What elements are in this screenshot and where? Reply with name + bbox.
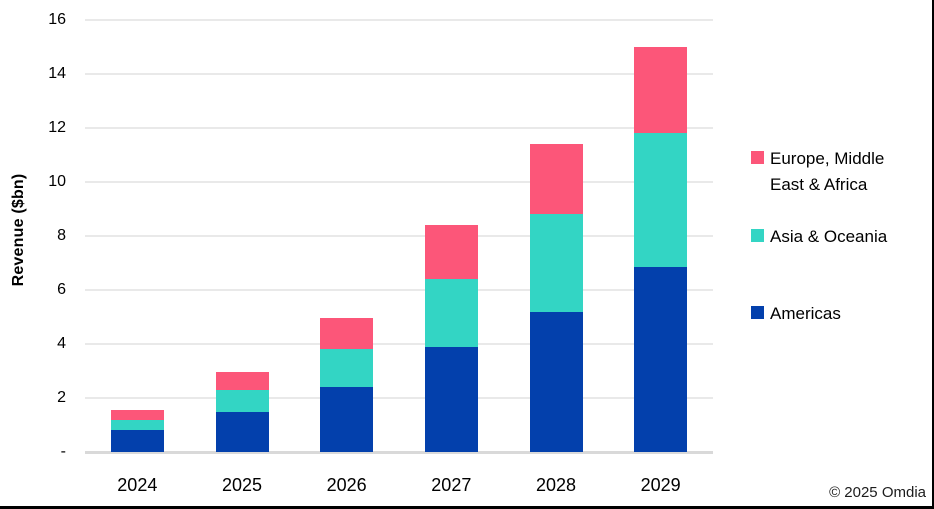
plot-area — [85, 19, 713, 454]
gridline — [85, 397, 713, 399]
bar-segment-asia-oceania-2024 — [110, 419, 164, 431]
bar-segment-americas-2027 — [424, 346, 478, 452]
legend-label: Americas — [770, 304, 841, 323]
y-axis-tick-label: - — [60, 443, 66, 460]
bar-segment-europe-middle-east-africa-2028 — [529, 144, 583, 215]
bar-segment-americas-2029 — [634, 267, 688, 452]
bar-segment-americas-2026 — [320, 387, 374, 452]
y-axis-tick-label: 14 — [48, 65, 66, 82]
legend-item: Europe, Middle East & Africa — [751, 146, 900, 198]
bar-segment-americas-2025 — [215, 411, 269, 452]
legend-label: Asia & Oceania — [770, 227, 888, 246]
gridline — [85, 127, 713, 129]
bar-segment-asia-oceania-2027 — [424, 279, 478, 347]
x-axis-tick-label: 2026 — [326, 475, 367, 495]
y-axis-tick-label: 16 — [48, 11, 66, 28]
gridline — [85, 181, 713, 183]
legend-swatch-icon — [751, 306, 764, 319]
y-axis-tick-label: 8 — [57, 227, 66, 244]
gridline — [85, 289, 713, 291]
gridline — [85, 73, 713, 75]
x-axis-tick-label: 2025 — [221, 475, 262, 495]
bar-segment-europe-middle-east-africa-2025 — [215, 372, 269, 390]
x-axis-tick-label: 2024 — [117, 475, 158, 495]
bar-segment-asia-oceania-2029 — [634, 133, 688, 268]
y-axis-tick-label: 6 — [57, 281, 66, 298]
bar-segment-americas-2024 — [110, 430, 164, 452]
x-axis-tick-label: 2029 — [640, 475, 681, 495]
bar-segment-europe-middle-east-africa-2024 — [110, 410, 164, 420]
legend-item: Americas — [751, 301, 841, 327]
y-axis-tick-label: 2 — [57, 389, 66, 406]
bar-segment-asia-oceania-2028 — [529, 214, 583, 312]
y-axis-tick-label: 4 — [57, 335, 66, 352]
gridline — [85, 235, 713, 237]
bar-segment-europe-middle-east-africa-2026 — [320, 318, 374, 350]
x-axis-tick-label: 2028 — [535, 475, 576, 495]
legend-swatch-icon — [751, 229, 764, 242]
bar-segment-asia-oceania-2025 — [215, 389, 269, 412]
bar-segment-europe-middle-east-africa-2029 — [634, 47, 688, 134]
x-axis-baseline — [85, 451, 713, 454]
bar-segment-americas-2028 — [529, 311, 583, 452]
y-axis-tick-label: 10 — [48, 173, 66, 190]
legend-swatch-icon — [751, 151, 764, 164]
bar-segment-europe-middle-east-africa-2027 — [424, 225, 478, 280]
gridline — [85, 19, 713, 21]
legend-label: Europe, Middle East & Africa — [770, 149, 885, 194]
gridline — [85, 343, 713, 345]
bar-segment-asia-oceania-2026 — [320, 349, 374, 388]
y-axis-tick-labels: - 2 4 6 8 10 12 14 16 — [18, 11, 66, 460]
y-axis-tick-label: 12 — [48, 119, 66, 136]
legend-item: Asia & Oceania — [751, 224, 887, 250]
x-axis-tick-labels: 2024 2025 2026 2027 2028 2029 — [85, 472, 713, 498]
copyright-text: © 2025 Omdia — [829, 484, 926, 501]
x-axis-tick-label: 2027 — [431, 475, 472, 495]
